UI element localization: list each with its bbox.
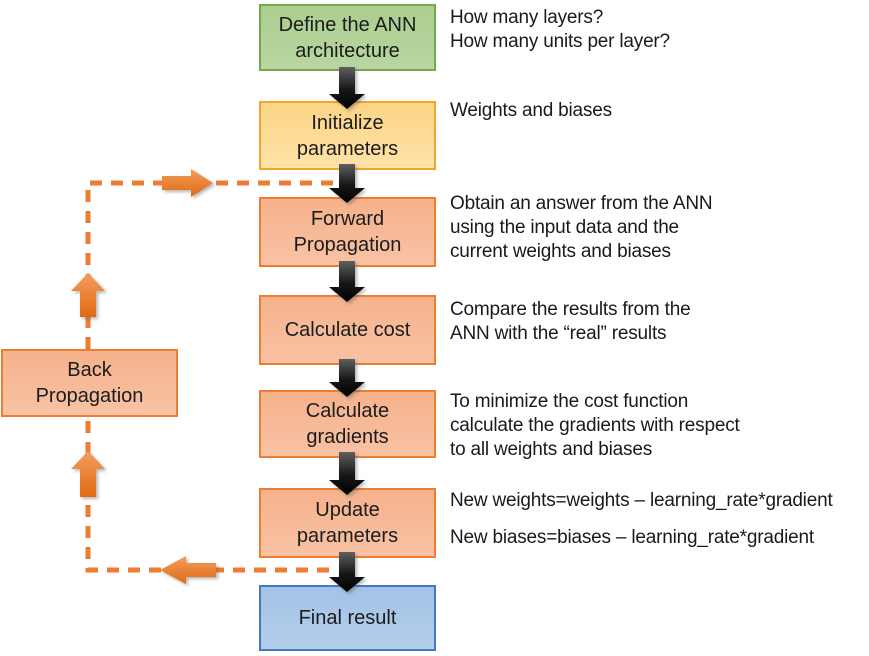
step-box-initialize-parameters: Initialize parameters [259,101,436,170]
annotation-initialize-params: Weights and biases [450,100,612,121]
step-box-update-parameters: Update parameters [259,488,436,558]
back-propagation-label: Back Propagation [35,359,144,407]
step-box-define-ann: Define the ANN architecture [259,4,436,71]
annotation-define-ann: How many layers? How many units per laye… [450,7,670,52]
annotation-calculate-cost: Compare the results from the ANN with th… [450,299,691,344]
step-label-update-parameters: Update parameters [296,499,399,547]
loop-left-arrow-icon [160,556,216,584]
step-label-final-result: Final result [298,607,397,629]
back-propagation-box: Back Propagation [1,349,178,417]
step-box-final-result: Final result [259,585,436,651]
annotation-calculate-gradients: To minimize the cost function calculate … [450,391,740,460]
step-label-calculate-gradients: Calculate gradients [305,400,390,448]
step-box-calculate-gradients: Calculate gradients [259,390,436,458]
annotation-update-weights: New weights=weights – learning_rate*grad… [450,490,833,511]
loop-right-arrow-icon [162,169,213,197]
annotation-forward-propagation: Obtain an answer from the ANN using the … [450,193,713,262]
step-label-initialize-parameters: Initialize parameters [296,111,399,160]
step-label-define-ann: Define the ANN architecture [278,13,417,62]
annotation-update-biases: New biases=biases – learning_rate*gradie… [450,527,814,548]
step-label-calculate-cost: Calculate cost [284,319,411,341]
step-label-forward-propagation: Forward Propagation [293,208,402,256]
loop-up-arrow-icon-1 [71,273,105,317]
step-box-calculate-cost: Calculate cost [259,295,436,365]
step-box-forward-propagation: Forward Propagation [259,197,436,267]
loop-up-arrow-icon-2 [71,451,105,497]
